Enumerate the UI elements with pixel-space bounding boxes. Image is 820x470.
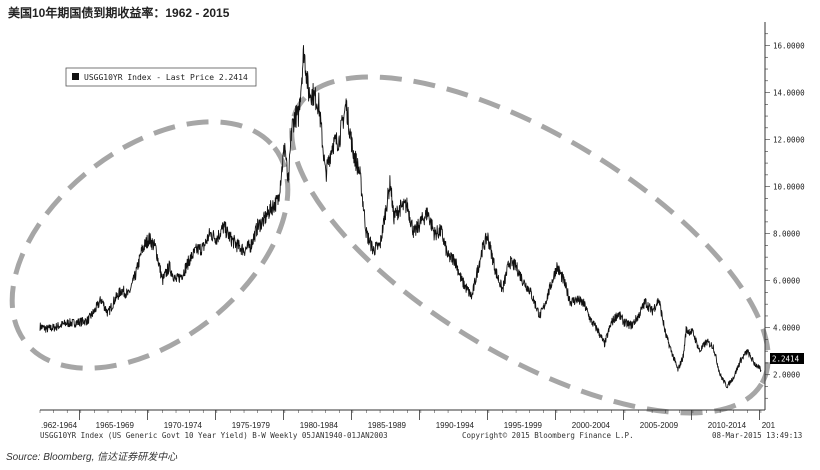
y-tick-label: 14.0000 — [773, 88, 805, 97]
last-value-badge: 2.2414 — [770, 353, 804, 364]
x-tick-label: .962-1964 — [41, 421, 78, 430]
y-tick-label: 12.0000 — [773, 135, 805, 144]
x-tick-label: 1990-1994 — [436, 421, 475, 430]
series-layer — [39, 45, 762, 389]
x-tick-label: 1980-1984 — [300, 421, 339, 430]
x-tick-label: 1970-1974 — [164, 421, 203, 430]
x-tick-label: 2005-2009 — [640, 421, 679, 430]
last-value-label: 2.2414 — [772, 355, 800, 364]
y-tick-label: 8.0000 — [773, 229, 801, 238]
legend-swatch — [72, 73, 79, 80]
meta-right: 08-Mar-2015 13:49:13 — [712, 431, 802, 440]
x-tick-label: 1965-1969 — [96, 421, 135, 430]
y-tick-label: 2.0000 — [773, 371, 801, 380]
falling-period-ellipse — [289, 74, 771, 416]
meta-center: Copyright© 2015 Bloomberg Finance L.P. — [462, 431, 634, 440]
tick-labels: 2.0000 4.0000 6.0000 8.0000 10.0000 12.0000 14… — [41, 41, 805, 430]
y-tick-label: 6.0000 — [773, 276, 801, 285]
x-tick-label: 2010-2014 — [708, 421, 747, 430]
x-tick-label: 201 — [762, 421, 776, 430]
x-tick-label: 1985-1989 — [368, 421, 407, 430]
x-tick-label: 2000-2004 — [572, 421, 611, 430]
y-tick-label: 4.0000 — [773, 323, 801, 332]
y-tick-label: 16.0000 — [773, 41, 805, 50]
axes — [39, 22, 770, 420]
source-note: Source: Bloomberg, 信达证券研发中心 — [6, 452, 178, 463]
legend-box: USGG10YR Index - Last Price 2.2414 — [65, 67, 257, 87]
rising-period-ellipse — [9, 119, 291, 371]
legend-label: USGG10YR Index - Last Price 2.2414 — [84, 73, 248, 82]
yield-series-line — [39, 45, 762, 389]
x-tick-label: 1995-1999 — [504, 421, 543, 430]
x-tick-label: 1975-1979 — [232, 421, 271, 430]
chart-title: 美国10年期国债到期收益率：1962 - 2015 — [8, 6, 230, 20]
y-tick-label: 10.0000 — [773, 182, 805, 191]
meta-left: USGG10YR Index (US Generic Govt 10 Year … — [40, 431, 388, 440]
